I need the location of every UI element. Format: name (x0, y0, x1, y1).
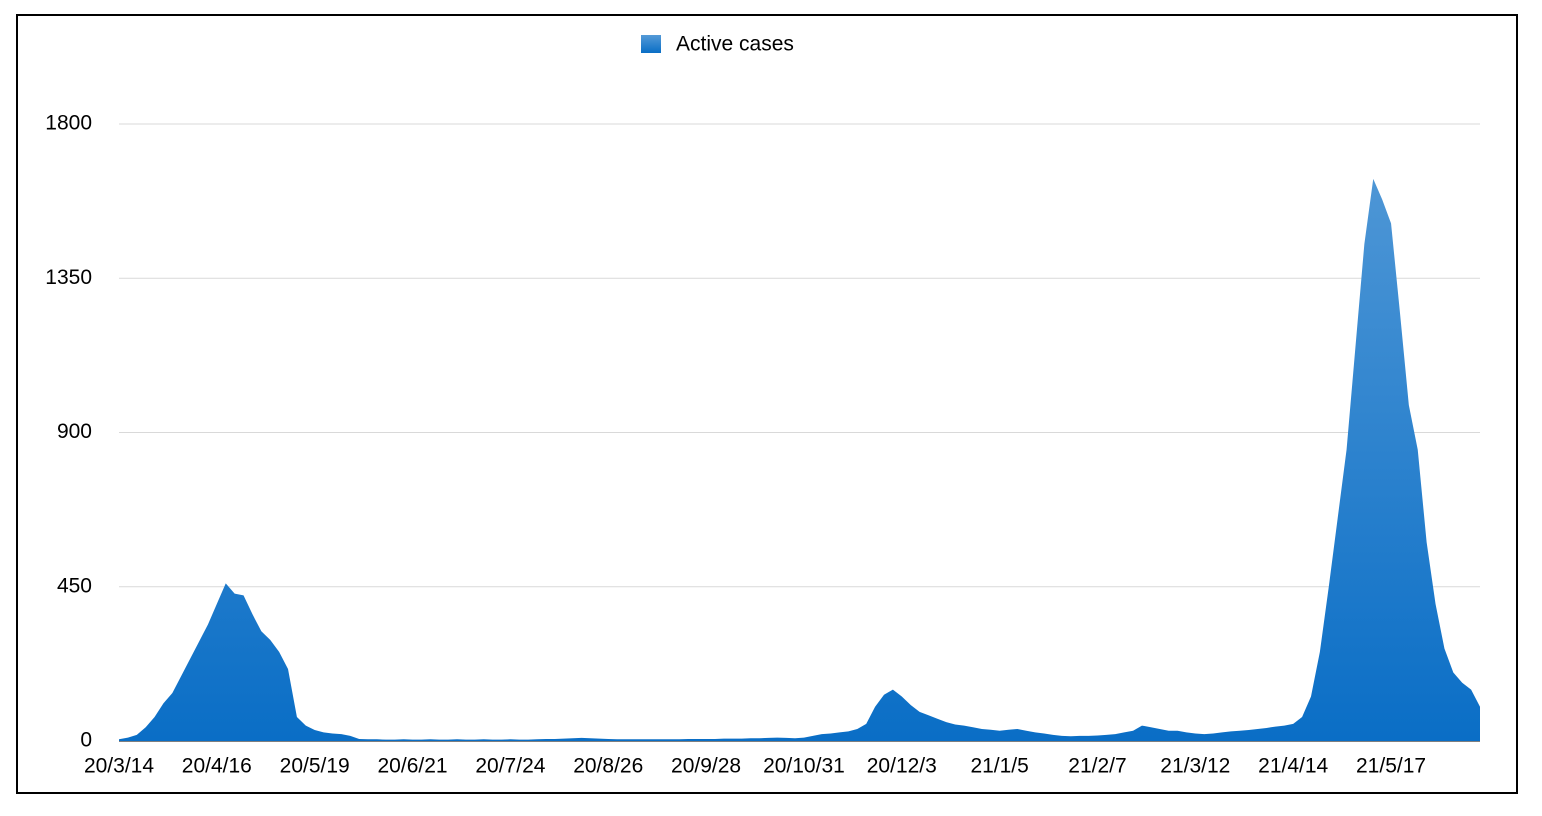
label-layer: 0 450 900 1350 1800 20/3/14 20/4/16 20/5/19 20/6… (45, 33, 1426, 778)
x-tick-label: 21/3/12 (1160, 755, 1230, 778)
x-tick-label: 20/12/3 (867, 755, 937, 778)
x-tick-label: 20/8/26 (573, 755, 643, 778)
area (119, 178, 1480, 742)
x-tick-label: 20/6/21 (378, 755, 448, 778)
x-tick-label: 20/5/19 (280, 755, 350, 778)
x-tick-label: 21/5/17 (1356, 755, 1426, 778)
x-tick-label: 20/4/16 (182, 755, 252, 778)
area-layer (119, 178, 1480, 742)
y-tick-label: 1800 (45, 112, 92, 135)
legend-swatch (641, 35, 661, 53)
y-tick-label: 900 (57, 420, 92, 443)
x-tick-label: 21/1/5 (970, 755, 1028, 778)
y-tick-label: 450 (57, 574, 92, 597)
x-tick-label: 20/10/31 (763, 755, 845, 778)
x-tick-label: 20/9/28 (671, 755, 741, 778)
x-tick-label: 21/2/7 (1068, 755, 1126, 778)
x-tick-label: 20/3/14 (84, 755, 154, 778)
y-tick-label: 0 (80, 729, 92, 752)
x-tick-label: 20/7/24 (475, 755, 545, 778)
chart-frame (16, 14, 1518, 794)
y-tick-label: 1350 (45, 266, 92, 289)
x-tick-label: 21/4/14 (1258, 755, 1328, 778)
legend-label: Active cases (676, 33, 794, 56)
grid-layer (119, 123, 1480, 742)
